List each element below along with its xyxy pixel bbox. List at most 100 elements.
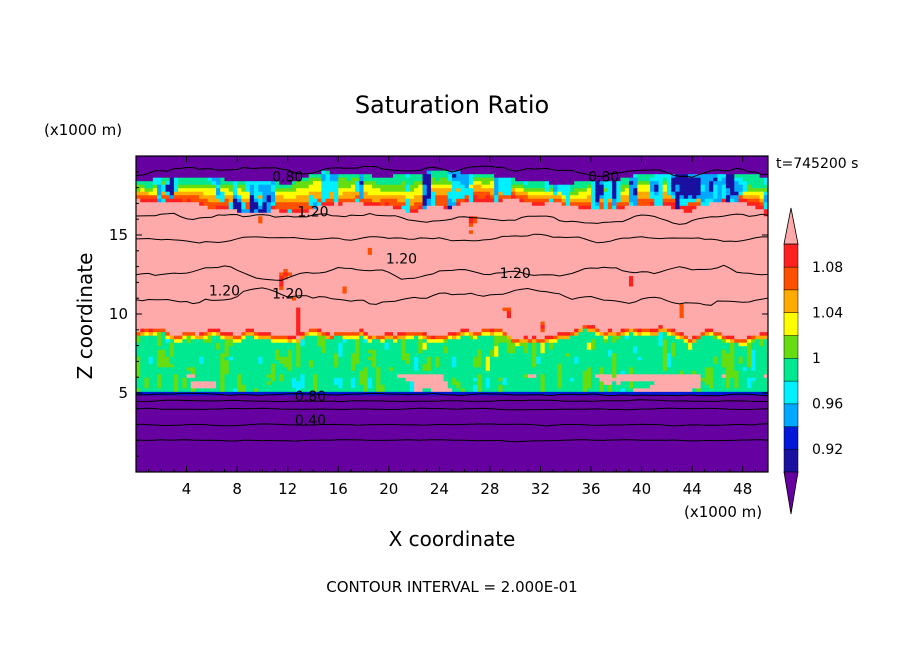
field-cell	[489, 433, 495, 438]
field-cell	[481, 429, 487, 434]
field-cell	[136, 429, 141, 434]
field-cell	[734, 468, 740, 472]
field-cell	[532, 412, 537, 417]
field-cell	[734, 419, 740, 424]
field-cell	[249, 447, 255, 452]
field-cell	[380, 366, 386, 371]
field-cell	[506, 370, 512, 375]
field-cell	[565, 450, 571, 456]
field-cell	[607, 373, 613, 378]
field-cell	[422, 394, 428, 399]
field-cell	[624, 384, 630, 389]
field-cell	[654, 412, 660, 417]
field-cell	[287, 454, 293, 459]
field-cell	[312, 387, 318, 392]
field-cell	[523, 454, 529, 459]
field-cell	[287, 461, 293, 466]
field-cell	[662, 387, 668, 392]
field-cell	[456, 394, 462, 399]
field-cell	[687, 405, 693, 410]
field-cell	[687, 443, 693, 449]
field-cell	[502, 401, 508, 406]
field-cell	[637, 370, 643, 375]
field-cell	[700, 370, 706, 375]
field-cell	[409, 419, 415, 424]
field-cell	[317, 377, 322, 382]
field-cell	[578, 436, 584, 441]
field-cell	[182, 440, 188, 445]
field-cell	[485, 457, 491, 463]
field-cell	[296, 370, 301, 375]
field-cell	[536, 373, 542, 378]
field-cell	[249, 433, 255, 438]
field-cell	[220, 440, 226, 445]
field-cell	[607, 419, 613, 424]
field-cell	[603, 387, 609, 392]
field-cell	[721, 433, 727, 438]
field-cell	[405, 412, 411, 417]
field-cell	[447, 387, 453, 392]
field-cell	[578, 426, 584, 431]
field-cell	[325, 415, 331, 420]
field-cell	[603, 443, 609, 449]
field-cell	[700, 384, 706, 389]
field-cell	[540, 450, 546, 456]
field-cell	[536, 461, 542, 466]
field-cell	[696, 408, 702, 413]
field-cell	[481, 464, 487, 470]
field-cell	[152, 359, 158, 364]
field-cell	[296, 356, 301, 361]
field-cell	[599, 443, 605, 449]
field-cell	[536, 380, 542, 385]
field-cell	[582, 450, 588, 456]
field-cell	[237, 433, 242, 438]
field-cell	[334, 412, 339, 417]
field-cell	[152, 415, 158, 420]
field-cell	[443, 370, 449, 375]
field-cell	[452, 440, 457, 445]
field-cell	[435, 426, 440, 431]
field-cell	[253, 366, 259, 371]
field-cell	[532, 415, 537, 420]
field-cell	[704, 391, 710, 396]
field-cell	[540, 356, 546, 361]
field-cell	[540, 443, 546, 449]
field-cell	[477, 366, 483, 371]
field-cell	[519, 394, 525, 399]
field-cell	[759, 426, 765, 431]
field-cell	[692, 380, 697, 385]
field-cell	[532, 419, 537, 424]
field-cell	[612, 454, 617, 459]
field-cell	[325, 461, 331, 466]
field-cell	[325, 405, 331, 410]
field-cell	[224, 440, 230, 445]
field-cell	[190, 408, 196, 413]
field-cell	[633, 447, 638, 452]
field-cell	[422, 454, 428, 459]
field-cell	[207, 366, 213, 371]
field-cell	[675, 429, 681, 434]
field-cell	[367, 436, 373, 441]
field-cell	[599, 429, 605, 434]
field-cell	[464, 370, 470, 375]
field-cell	[603, 426, 609, 431]
field-cell	[228, 447, 234, 452]
field-cell	[279, 412, 285, 417]
field-cell	[241, 401, 247, 406]
field-cell	[287, 370, 293, 375]
field-cell	[738, 384, 744, 389]
field-cell	[734, 377, 740, 382]
field-cell	[515, 461, 521, 466]
field-cell	[414, 468, 419, 472]
field-cell	[224, 401, 230, 406]
field-cell	[207, 384, 213, 389]
field-cell	[473, 384, 478, 389]
field-cell	[317, 440, 322, 445]
field-cell	[414, 405, 419, 410]
field-cell	[291, 366, 297, 371]
field-cell	[350, 415, 356, 420]
field-cell	[405, 394, 411, 399]
field-cell	[308, 377, 314, 382]
field-cell	[468, 359, 474, 364]
field-cell	[178, 394, 183, 399]
